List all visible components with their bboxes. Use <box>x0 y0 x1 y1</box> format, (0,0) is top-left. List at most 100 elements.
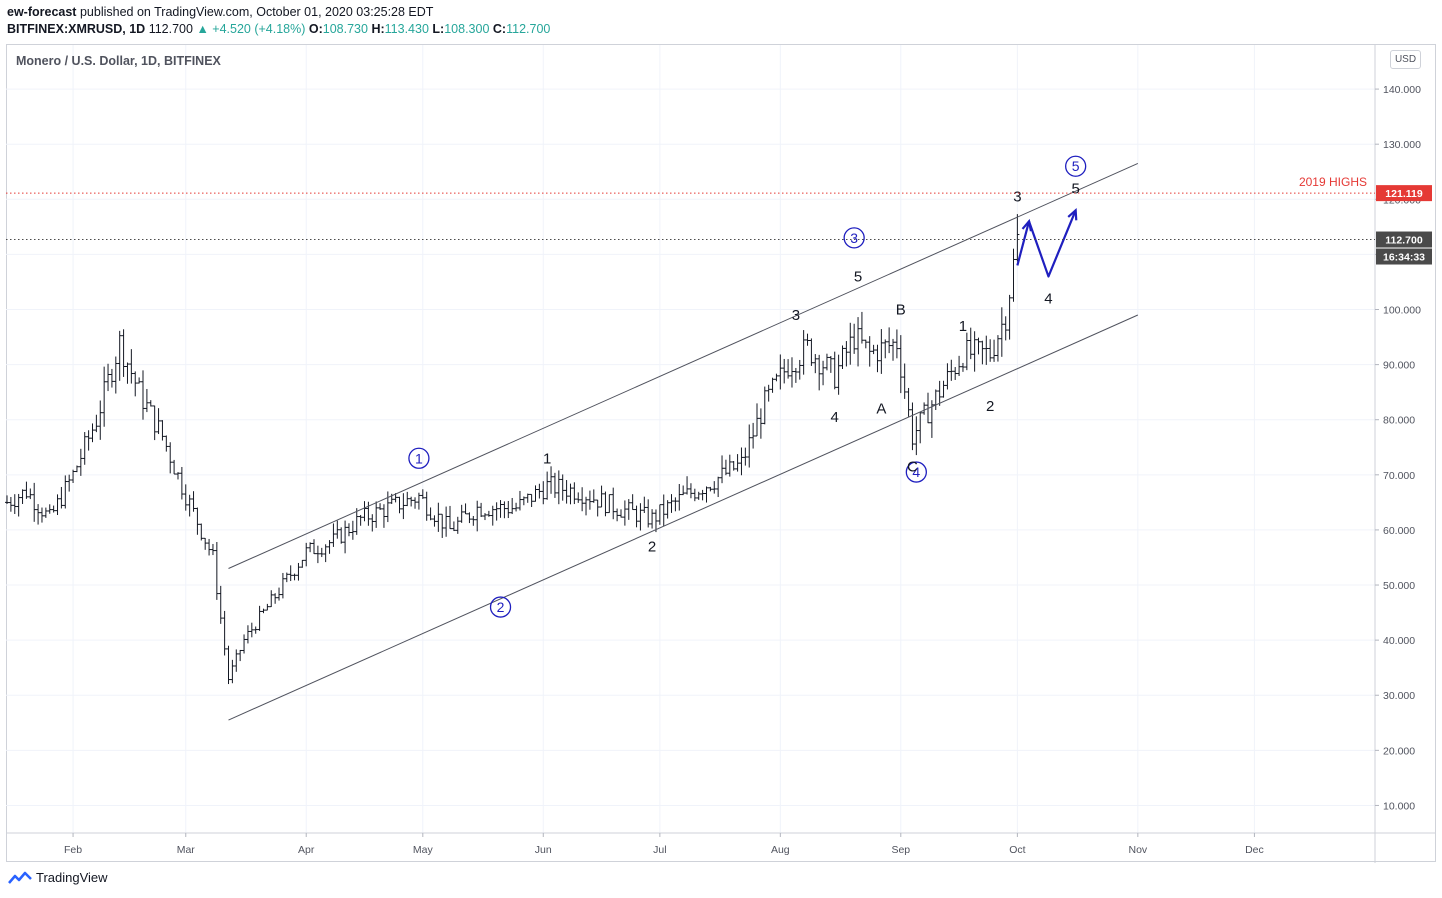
ohlc-bar <box>735 454 740 472</box>
wave-circle <box>489 596 512 618</box>
ohlc-bar <box>789 357 794 388</box>
ohlc-bar <box>568 483 573 505</box>
last-price: 112.700 <box>148 22 193 36</box>
ohlc-bar <box>743 447 748 466</box>
ohlc-bar <box>300 559 305 568</box>
price-tag <box>1376 231 1432 248</box>
ohlc-bar <box>74 465 79 473</box>
ohlc-bar <box>669 494 674 513</box>
ohlc-bar <box>914 416 919 456</box>
ohlc-bar <box>94 414 99 433</box>
wave-circle-text: 2 <box>497 599 505 615</box>
wave-text: C <box>907 459 918 476</box>
wave-text: 4 <box>1044 290 1052 307</box>
ohlc-bar <box>630 494 635 511</box>
ohlc-bar <box>381 504 386 528</box>
ohlc-bar <box>67 474 72 492</box>
ohlc-bar <box>545 471 550 500</box>
ohlc-bar <box>144 388 149 413</box>
ohlc-bar <box>607 494 612 514</box>
ohlc-bar <box>521 496 526 506</box>
ohlc-bar <box>245 625 250 644</box>
ohlc-bar <box>409 496 414 507</box>
wave-label: 2 <box>489 596 512 618</box>
ohlc-bar <box>720 455 725 484</box>
ohlc-bar <box>747 424 752 468</box>
ohlc-bar <box>284 572 289 583</box>
ohlc-bar <box>152 405 157 441</box>
ohlc-bar <box>448 505 453 530</box>
wave-circle <box>905 461 927 483</box>
ohlc-bar <box>782 358 787 384</box>
ohlc-bar <box>836 354 841 395</box>
ohlc-bar <box>852 323 857 354</box>
ohlc-bar <box>576 492 581 503</box>
ohlc-bar <box>685 476 690 495</box>
ohlc-bar <box>494 502 499 521</box>
price-tag <box>1376 185 1432 202</box>
publish-info: ew-forecast published on TradingView.com… <box>7 5 433 19</box>
ohlc-bar <box>249 622 254 638</box>
y-tick-label: 10.000 <box>1383 800 1415 812</box>
ohlc-bar <box>288 565 293 582</box>
ohlc-bar <box>397 496 402 514</box>
x-tick-label: Jun <box>535 844 552 856</box>
ohlc-bar <box>339 527 344 544</box>
wave-text: 1 <box>959 318 967 335</box>
chart-frame <box>6 44 1436 862</box>
ohlc-bar <box>611 487 616 520</box>
ohlc-bar <box>712 481 717 494</box>
ohlc-bar <box>378 503 383 510</box>
ohlc-bar <box>331 523 336 547</box>
ohlc-bar <box>984 335 989 365</box>
ohlc-bar <box>20 489 25 504</box>
ohlc-bar <box>988 339 993 362</box>
wave-label: 5 <box>1071 180 1079 197</box>
ohlc-bar <box>646 499 651 528</box>
ohlc-bar <box>968 327 973 360</box>
ohlc-bar <box>603 491 608 517</box>
ohlc-bar <box>319 547 324 558</box>
ohlc-bar <box>137 377 142 384</box>
ohlc-bar <box>498 500 503 518</box>
ohlc-bar <box>106 363 111 392</box>
ohlc-bar <box>572 482 577 505</box>
x-tick-label: Sep <box>891 844 910 856</box>
symbol-label: BITFINEX:XMRUSD, 1D <box>7 22 146 36</box>
ohlc-bar <box>335 520 340 539</box>
ohlc-bar <box>36 504 41 525</box>
ohlc-bar <box>529 493 534 507</box>
ohlc-bar <box>657 504 662 525</box>
ohlc-bar <box>692 488 697 502</box>
tradingview-logo-icon <box>8 871 32 884</box>
ohlc-bar <box>265 603 270 611</box>
ohlc-bar <box>898 335 903 394</box>
ohlc-bar <box>821 360 826 386</box>
ohlc-bar <box>82 432 87 465</box>
currency-button[interactable]: USD <box>1390 50 1421 69</box>
wave-label: 4 <box>905 461 927 483</box>
ohlc-bar <box>405 491 410 507</box>
wave-label: 3 <box>792 307 800 324</box>
ohlc-bar <box>840 345 845 369</box>
ohlc-bar <box>906 387 911 417</box>
grid <box>6 45 1375 833</box>
wave-text: 5 <box>1071 180 1079 197</box>
ohlc-bar <box>482 513 487 521</box>
wave-text: A <box>876 401 886 418</box>
wave-circle <box>1065 155 1087 177</box>
ohlc-bar <box>113 356 118 394</box>
wave-label: 2 <box>986 398 994 415</box>
ohlc-bar <box>957 355 962 377</box>
ohlc-bar <box>976 337 981 355</box>
ohlc-bar <box>580 487 585 512</box>
symbol-info: BITFINEX:XMRUSD, 1D 112.700 ▲ +4.520 (+4… <box>7 22 550 36</box>
footer-brand[interactable]: TradingView <box>8 870 108 885</box>
ohlc-bar <box>222 610 227 656</box>
author-name[interactable]: ew-forecast <box>7 5 77 19</box>
price-tag-label: 112.700 <box>1385 235 1423 247</box>
ohlc-bar <box>650 509 655 529</box>
ohlc-bar <box>673 497 678 512</box>
ohlc-bar <box>191 491 196 512</box>
